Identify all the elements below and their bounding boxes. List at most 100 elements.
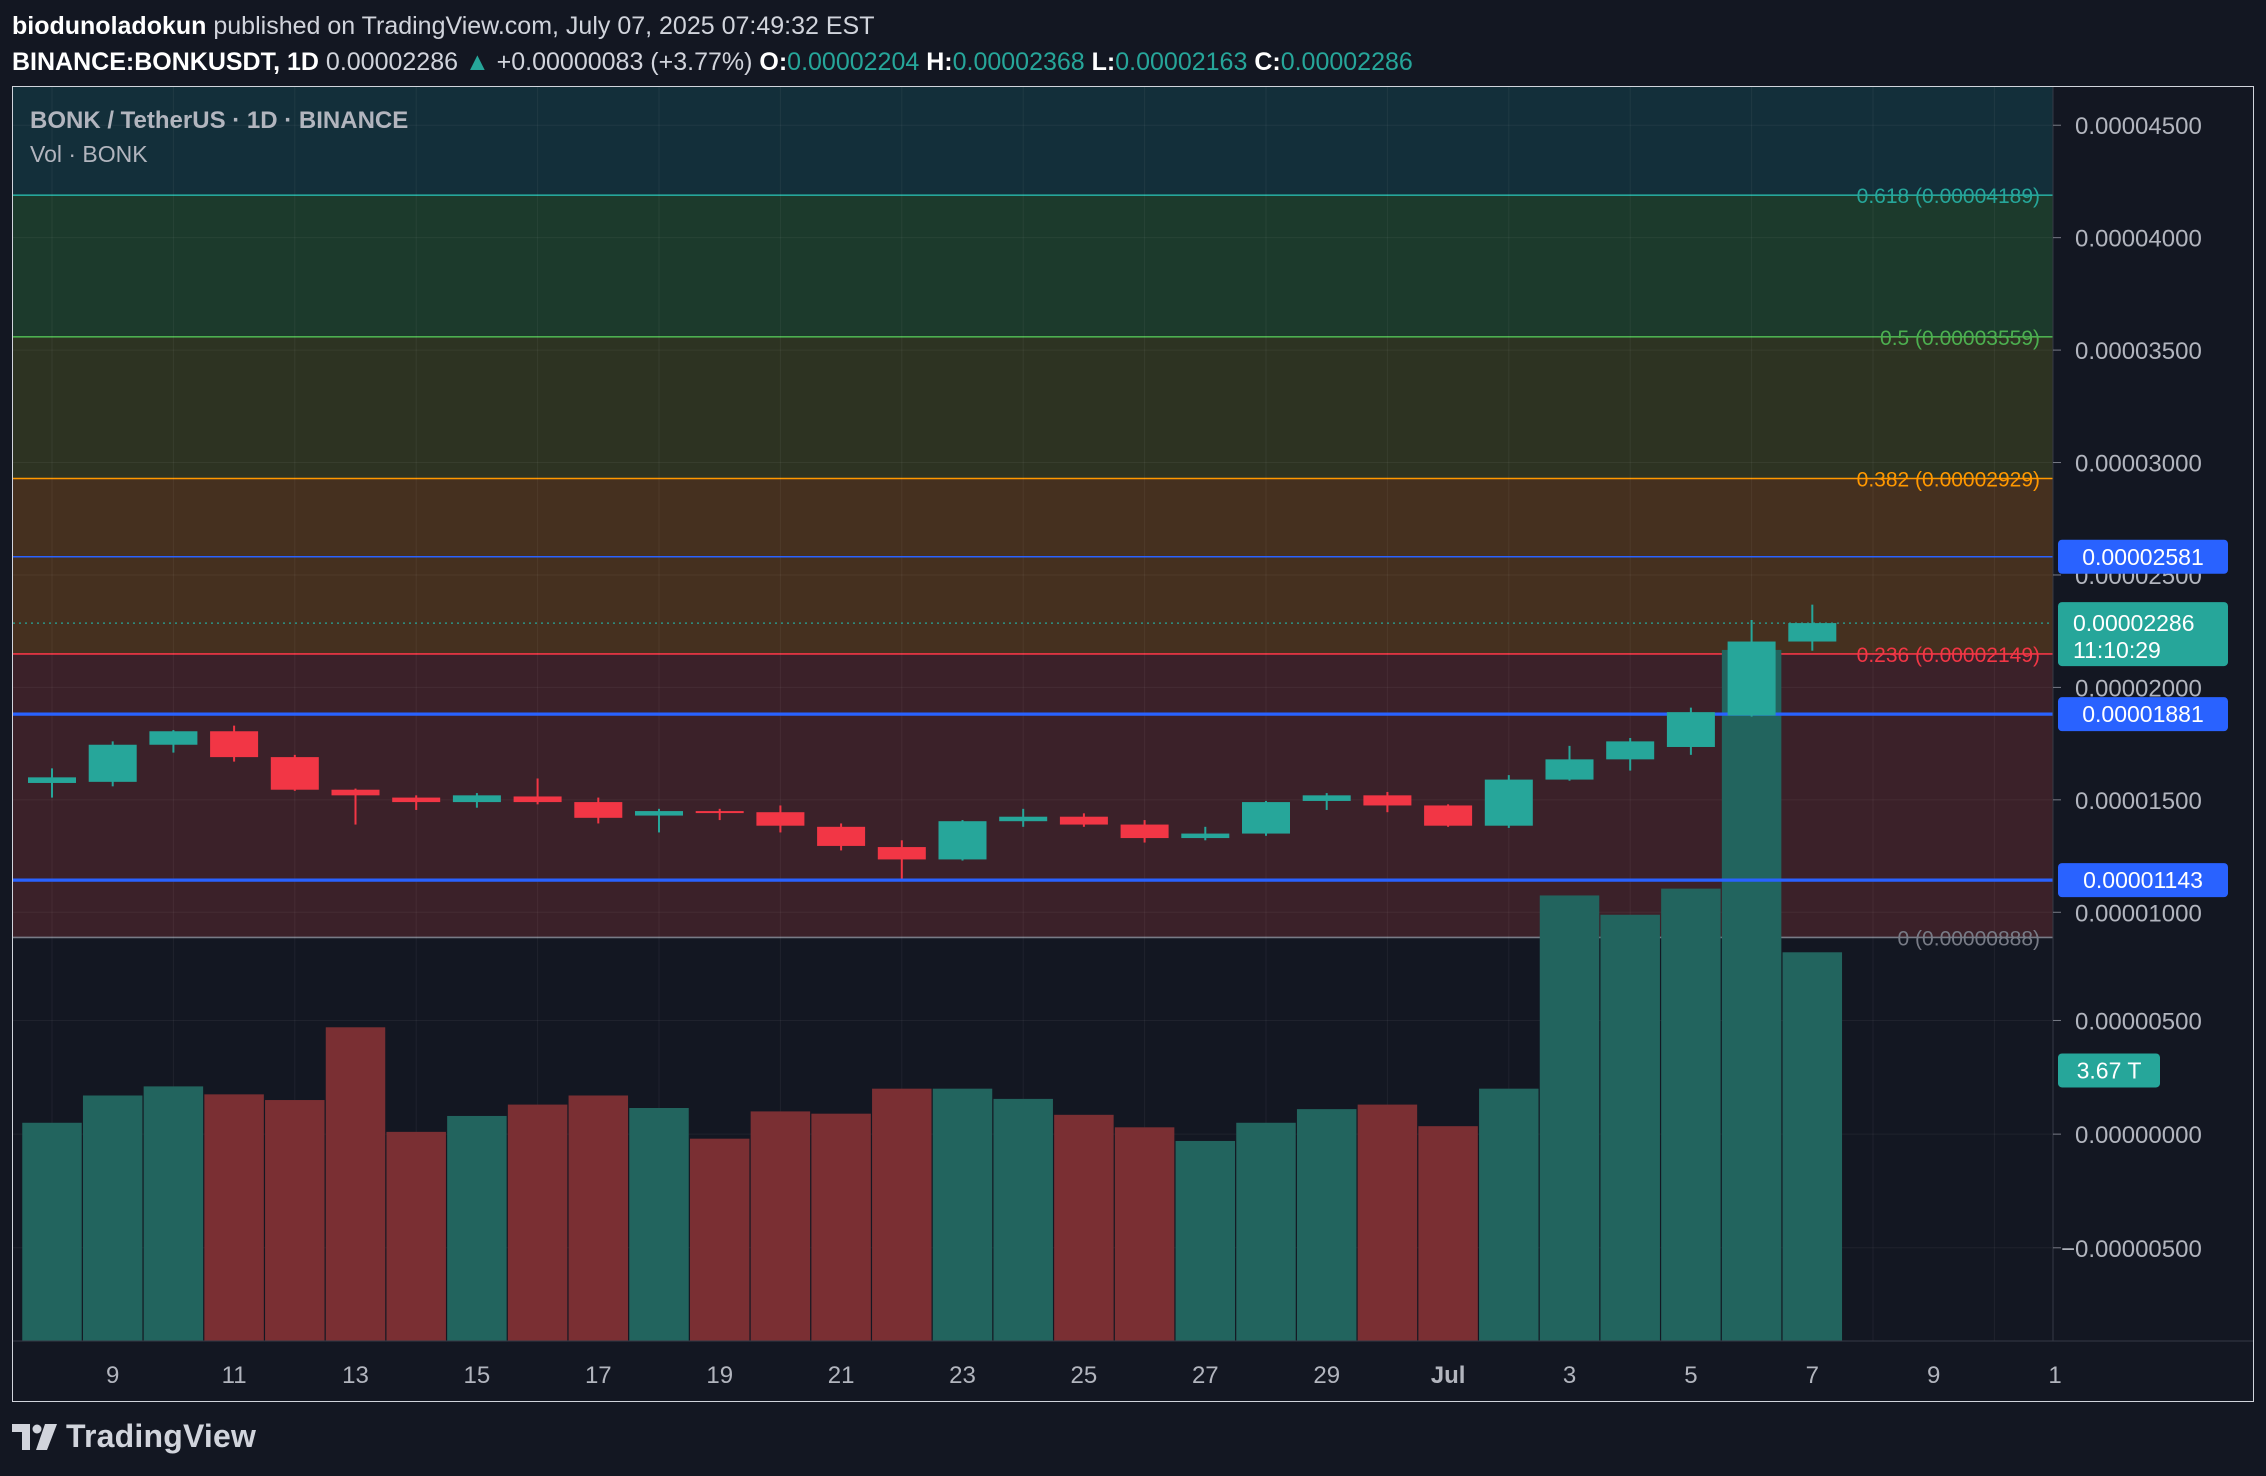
date-tick-label[interactable]: 13: [342, 1362, 369, 1389]
candle-body[interactable]: [1666, 712, 1715, 747]
candle-body[interactable]: [695, 811, 744, 814]
volume-bar: [872, 1088, 932, 1341]
high-value: 0.00002368: [952, 48, 1085, 76]
candle-body[interactable]: [392, 797, 441, 803]
candle-body[interactable]: [88, 744, 137, 782]
volume-bar: [1661, 888, 1721, 1341]
low-key: L:: [1091, 48, 1116, 76]
date-tick-label[interactable]: 23: [949, 1362, 976, 1389]
candle-body[interactable]: [331, 789, 380, 796]
date-tick-label[interactable]: 1: [2048, 1362, 2061, 1389]
candle-body[interactable]: [938, 821, 987, 860]
candle-body[interactable]: [28, 777, 76, 783]
author-name[interactable]: biodunoladokun: [12, 12, 207, 40]
price-marker-label-bg[interactable]: [2058, 539, 2228, 574]
candle-body[interactable]: [1788, 623, 1837, 642]
volume-bar: [1479, 1088, 1539, 1341]
candle-body[interactable]: [1120, 824, 1169, 839]
volume-bar: [22, 1122, 82, 1341]
date-tick-label[interactable]: 9: [106, 1362, 119, 1389]
volume-bar: [1296, 1109, 1357, 1341]
fib-label: 0.382 (0.00002929): [1857, 468, 2040, 491]
axes[interactable]: 0.00004500 0.00004000 0.00003500 0.00003000…: [13, 87, 2253, 1389]
candle-body[interactable]: [1727, 641, 1776, 716]
close-key: C:: [1254, 48, 1281, 76]
volume-bar: [507, 1104, 568, 1341]
volume-tick-label: 0.00000500: [2075, 1008, 2202, 1035]
candle-body[interactable]: [149, 731, 198, 745]
volume-bar: [82, 1095, 143, 1341]
candle-body[interactable]: [877, 847, 926, 860]
candle-body[interactable]: [1606, 741, 1655, 760]
candle-body[interactable]: [1484, 779, 1533, 826]
date-tick-label[interactable]: 17: [585, 1362, 612, 1389]
date-tick-label[interactable]: 21: [828, 1362, 855, 1389]
candles[interactable]: [28, 604, 1837, 879]
date-tick-label[interactable]: 15: [464, 1362, 491, 1389]
volume-bar: [568, 1095, 629, 1341]
volume-bar: [265, 1100, 325, 1341]
volume-value-label-bg: [2058, 1053, 2160, 1088]
date-tick-label[interactable]: 25: [1071, 1362, 1098, 1389]
candle-body[interactable]: [1545, 759, 1594, 780]
bar-countdown: 11:10:29: [2073, 637, 2161, 663]
date-tick-label[interactable]: 3: [1563, 1362, 1576, 1389]
candle-body[interactable]: [513, 796, 562, 803]
candle-body[interactable]: [1242, 802, 1290, 834]
volume-bar: [1054, 1114, 1114, 1341]
candle-body[interactable]: [210, 731, 259, 758]
candle-body[interactable]: [270, 757, 319, 790]
price-tick-label: 0.00001000: [2075, 900, 2202, 927]
volume-bar: [386, 1131, 446, 1341]
open-key: O:: [759, 48, 788, 76]
volume-bar: [143, 1086, 204, 1341]
price-marker-label[interactable]: 0.00001881: [2082, 701, 2204, 727]
chart-header: biodunoladokun published on TradingView.…: [12, 8, 1413, 80]
candle-body[interactable]: [1302, 795, 1351, 801]
date-tick-label[interactable]: 9: [1927, 1362, 1940, 1389]
date-tick-label[interactable]: 19: [706, 1362, 733, 1389]
price-tick-label: 0.00003500: [2075, 338, 2202, 365]
close-value: 0.00002286: [1280, 48, 1413, 76]
price-marker-label[interactable]: 0.00001143: [2083, 867, 2203, 893]
fib-zone: [13, 478, 2053, 654]
candle-body[interactable]: [1059, 816, 1108, 825]
high-key: H:: [926, 48, 953, 76]
fib-label: 0.618 (0.00004189): [1857, 185, 2040, 208]
date-tick-label[interactable]: Jul: [1431, 1362, 1466, 1389]
candle-body[interactable]: [756, 812, 805, 826]
volume-bar: [993, 1098, 1053, 1341]
fib-zone-top: [13, 87, 2053, 196]
candle-body[interactable]: [635, 811, 683, 816]
candle-body[interactable]: [574, 802, 623, 818]
date-tick-label[interactable]: 7: [1806, 1362, 1819, 1389]
volume-bars: [22, 649, 1843, 1341]
date-tick-label[interactable]: 5: [1684, 1362, 1697, 1389]
volume-bar: [204, 1094, 264, 1341]
volume-bar: [629, 1107, 689, 1341]
volume-legend: Vol · BONK: [30, 141, 148, 167]
volume-bar: [1418, 1126, 1478, 1341]
candle-body[interactable]: [452, 795, 501, 803]
price-chart[interactable]: 0.618 (0.00004189) 0.5 (0.00003559) 0.382 …: [0, 0, 2266, 1404]
price-marker-label-bg[interactable]: [2058, 697, 2228, 732]
fib-label: 0.236 (0.00002149): [1857, 644, 2040, 667]
candle-body[interactable]: [1363, 795, 1412, 806]
price-tick-label: 0.00004000: [2075, 226, 2202, 253]
candle-body[interactable]: [999, 816, 1048, 822]
volume-bar: [932, 1088, 993, 1341]
price-tick-label: 0.00003000: [2075, 451, 2202, 478]
candle-body[interactable]: [1424, 805, 1473, 826]
chart-frame: [12, 86, 2254, 1402]
date-tick-label[interactable]: 27: [1192, 1362, 1219, 1389]
date-tick-label[interactable]: 11: [222, 1362, 247, 1389]
date-tick-label[interactable]: 29: [1313, 1362, 1340, 1389]
price-marker-label[interactable]: 0.00002581: [2082, 544, 2204, 570]
tradingview-brand[interactable]: TradingView: [66, 1418, 257, 1454]
candle-body[interactable]: [817, 826, 866, 846]
fib-zone: [13, 336, 2053, 479]
price-marker-label-bg[interactable]: [2058, 863, 2228, 898]
fib-label: 0.5 (0.00003559): [1880, 327, 2040, 350]
candle-body[interactable]: [1181, 833, 1230, 839]
fib-label: 0 (0.00000888): [1898, 927, 2040, 950]
